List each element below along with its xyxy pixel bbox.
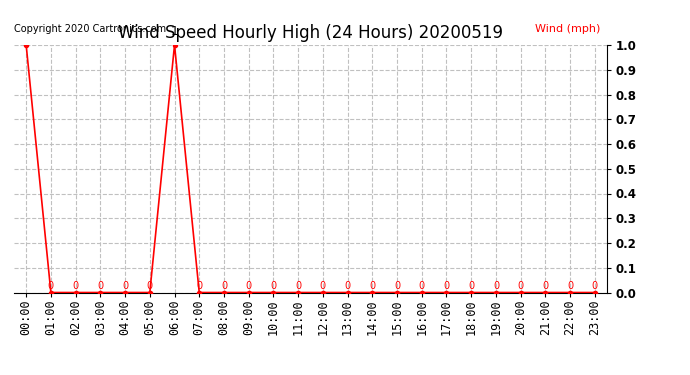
Text: 0: 0 bbox=[196, 281, 202, 291]
Text: 0: 0 bbox=[48, 281, 54, 291]
Text: 0: 0 bbox=[394, 281, 400, 291]
Text: 0: 0 bbox=[246, 281, 252, 291]
Text: 0: 0 bbox=[147, 281, 153, 291]
Text: 0: 0 bbox=[493, 281, 499, 291]
Text: 0: 0 bbox=[319, 281, 326, 291]
Text: 0: 0 bbox=[518, 281, 524, 291]
Text: 0: 0 bbox=[592, 281, 598, 291]
Text: 0: 0 bbox=[419, 281, 425, 291]
Text: 1: 1 bbox=[170, 25, 179, 38]
Text: 0: 0 bbox=[221, 281, 227, 291]
Text: 0: 0 bbox=[97, 281, 104, 291]
Text: 0: 0 bbox=[270, 281, 277, 291]
Text: 0: 0 bbox=[468, 281, 474, 291]
Text: 0: 0 bbox=[567, 281, 573, 291]
Title: Wind Speed Hourly High (24 Hours) 20200519: Wind Speed Hourly High (24 Hours) 202005… bbox=[118, 24, 503, 42]
Text: Wind (mph): Wind (mph) bbox=[535, 24, 600, 34]
Text: Copyright 2020 Cartronics.com: Copyright 2020 Cartronics.com bbox=[14, 24, 166, 34]
Text: 0: 0 bbox=[542, 281, 549, 291]
Text: 0: 0 bbox=[295, 281, 302, 291]
Text: 0: 0 bbox=[344, 281, 351, 291]
Text: 0: 0 bbox=[369, 281, 375, 291]
Text: 0: 0 bbox=[444, 281, 450, 291]
Text: 0: 0 bbox=[72, 281, 79, 291]
Text: 0: 0 bbox=[122, 281, 128, 291]
